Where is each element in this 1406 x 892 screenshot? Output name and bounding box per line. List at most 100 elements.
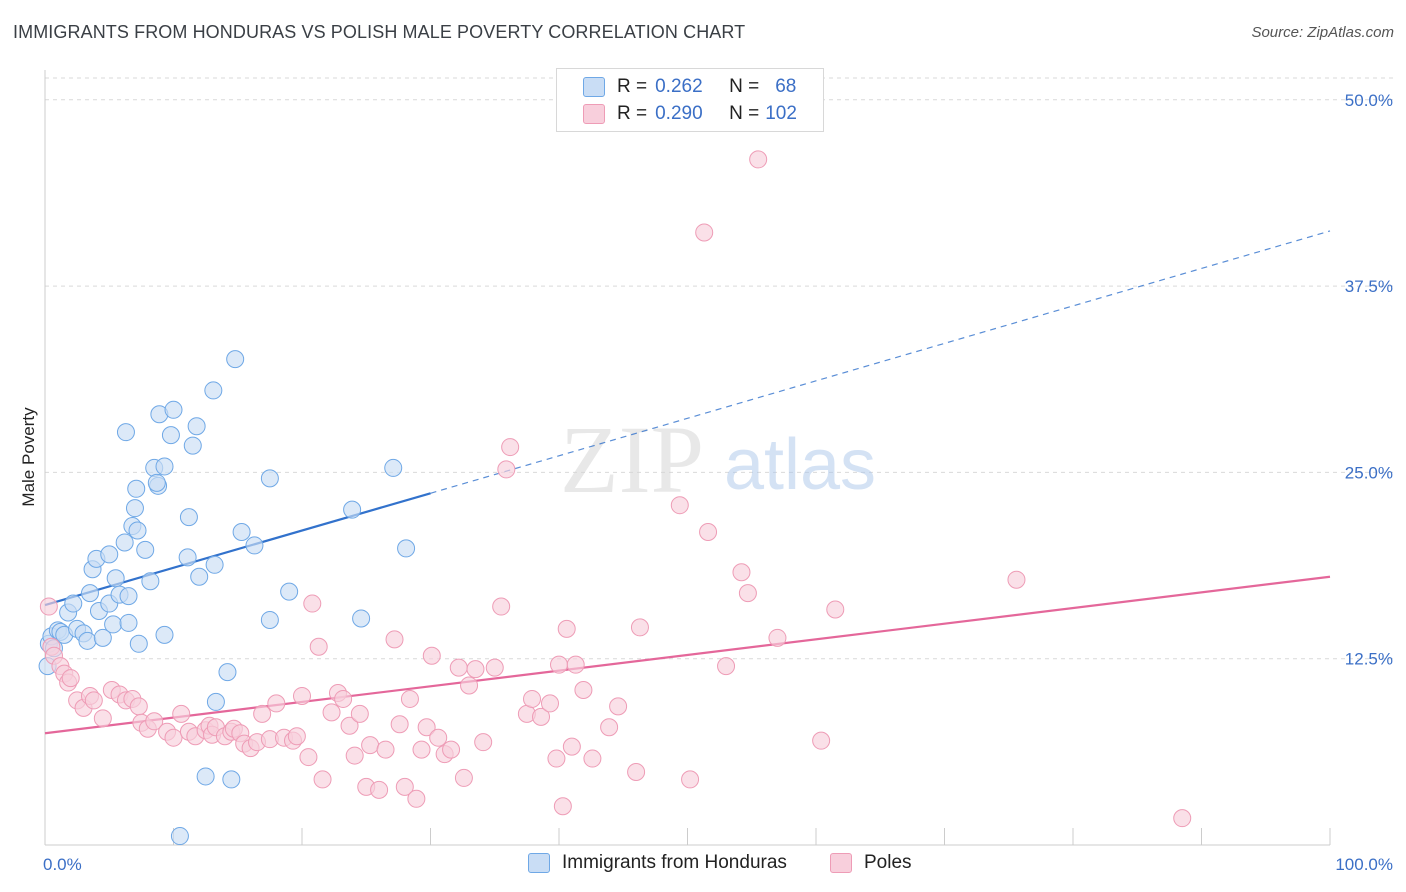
point-poles (562, 737, 581, 756)
point-poles (313, 770, 332, 789)
series-legend-honduras[interactable]: Immigrants from Honduras (528, 852, 787, 874)
point-honduras (161, 426, 180, 445)
point-poles (39, 597, 58, 616)
watermark: ZIP atlas (560, 406, 876, 513)
point-honduras (125, 499, 144, 518)
point-honduras (397, 539, 416, 558)
point-honduras (178, 548, 197, 567)
point-poles (1007, 570, 1026, 589)
point-honduras (164, 400, 183, 419)
series-swatch-blue (528, 853, 550, 873)
series-legend: Immigrants from Honduras Poles (0, 852, 1406, 878)
axes (44, 70, 1331, 846)
point-poles (670, 496, 689, 515)
point-honduras (106, 569, 125, 588)
point-poles (129, 697, 148, 716)
point-poles (61, 669, 80, 688)
source-label: Source: ZipAtlas.com (1251, 24, 1394, 41)
y-tick-label: 37.5% (1345, 277, 1393, 296)
legend-n-label: N = (729, 76, 760, 97)
series-legend-poles[interactable]: Poles (830, 852, 912, 874)
point-poles (417, 718, 436, 737)
point-poles (299, 748, 318, 767)
point-poles (550, 655, 568, 674)
point-poles (630, 618, 649, 637)
point-honduras (218, 663, 237, 682)
point-poles (334, 689, 353, 708)
point-poles (309, 637, 328, 656)
point-poles (532, 707, 551, 726)
point-poles (541, 694, 560, 713)
point-poles (460, 676, 479, 695)
point-poles (627, 762, 646, 781)
point-honduras (115, 533, 134, 552)
point-poles (93, 709, 112, 728)
point-poles (164, 728, 183, 747)
point-poles (681, 770, 700, 789)
point-poles (600, 718, 619, 737)
legend-n-label: N = (729, 103, 760, 124)
point-poles (553, 797, 572, 816)
series-label-poles: Poles (864, 852, 912, 873)
point-poles (303, 594, 322, 613)
point-honduras (119, 587, 138, 606)
point-poles (501, 438, 520, 457)
point-honduras (187, 417, 206, 436)
point-poles (172, 704, 191, 723)
point-poles (390, 715, 409, 734)
legend-row-honduras: R = 0.262 N = 68 (583, 75, 796, 99)
legend-r-label: R = (617, 103, 648, 124)
y-tick-label: 12.5% (1345, 650, 1393, 669)
point-poles (340, 716, 359, 735)
point-honduras (205, 555, 224, 574)
point-poles (717, 657, 736, 676)
legend-row-poles: R = 0.290 N = 102 (583, 102, 797, 126)
point-poles (345, 746, 364, 765)
watermark-zip: ZIP (560, 406, 704, 513)
stats-legend: R = 0.262 N = 68 R = 0.290 N = 102 (556, 68, 824, 132)
data-points (38, 150, 1192, 846)
y-tick-label: 50.0% (1345, 91, 1393, 110)
point-poles (293, 686, 311, 705)
point-poles (699, 523, 718, 542)
point-honduras (155, 457, 174, 476)
point-honduras (100, 545, 119, 564)
point-poles (557, 619, 576, 638)
point-poles (400, 689, 419, 708)
point-poles (609, 697, 628, 716)
legend-r-value: 0.262 (655, 76, 703, 97)
chart-title: IMMIGRANTS FROM HONDURAS VS POLISH MALE … (13, 22, 746, 42)
point-honduras (260, 469, 279, 488)
y-tick-label: 25.0% (1345, 463, 1393, 482)
point-honduras (384, 458, 403, 477)
point-poles (547, 749, 566, 768)
point-poles (474, 733, 493, 752)
point-poles (395, 777, 414, 796)
point-honduras (352, 609, 371, 628)
point-honduras (155, 625, 174, 644)
point-poles (583, 749, 602, 768)
point-poles (145, 712, 164, 731)
point-poles (287, 727, 306, 746)
point-honduras (196, 767, 215, 786)
point-poles (732, 563, 751, 582)
point-poles (574, 681, 593, 699)
trend-line-poles (44, 575, 1331, 735)
point-honduras (116, 423, 135, 442)
point-honduras (183, 436, 202, 455)
point-honduras (226, 350, 245, 369)
point-honduras (93, 628, 112, 647)
point-honduras (64, 594, 83, 613)
point-poles (566, 655, 585, 674)
point-poles (370, 780, 389, 799)
point-honduras (136, 540, 155, 559)
point-poles (485, 658, 504, 677)
point-honduras (119, 613, 138, 632)
point-poles (523, 689, 542, 708)
point-honduras (206, 692, 225, 711)
point-poles (361, 736, 380, 755)
trend-line-honduras (44, 492, 431, 607)
point-poles (422, 646, 441, 665)
point-poles (253, 704, 272, 723)
legend-swatch-pink (583, 104, 605, 124)
